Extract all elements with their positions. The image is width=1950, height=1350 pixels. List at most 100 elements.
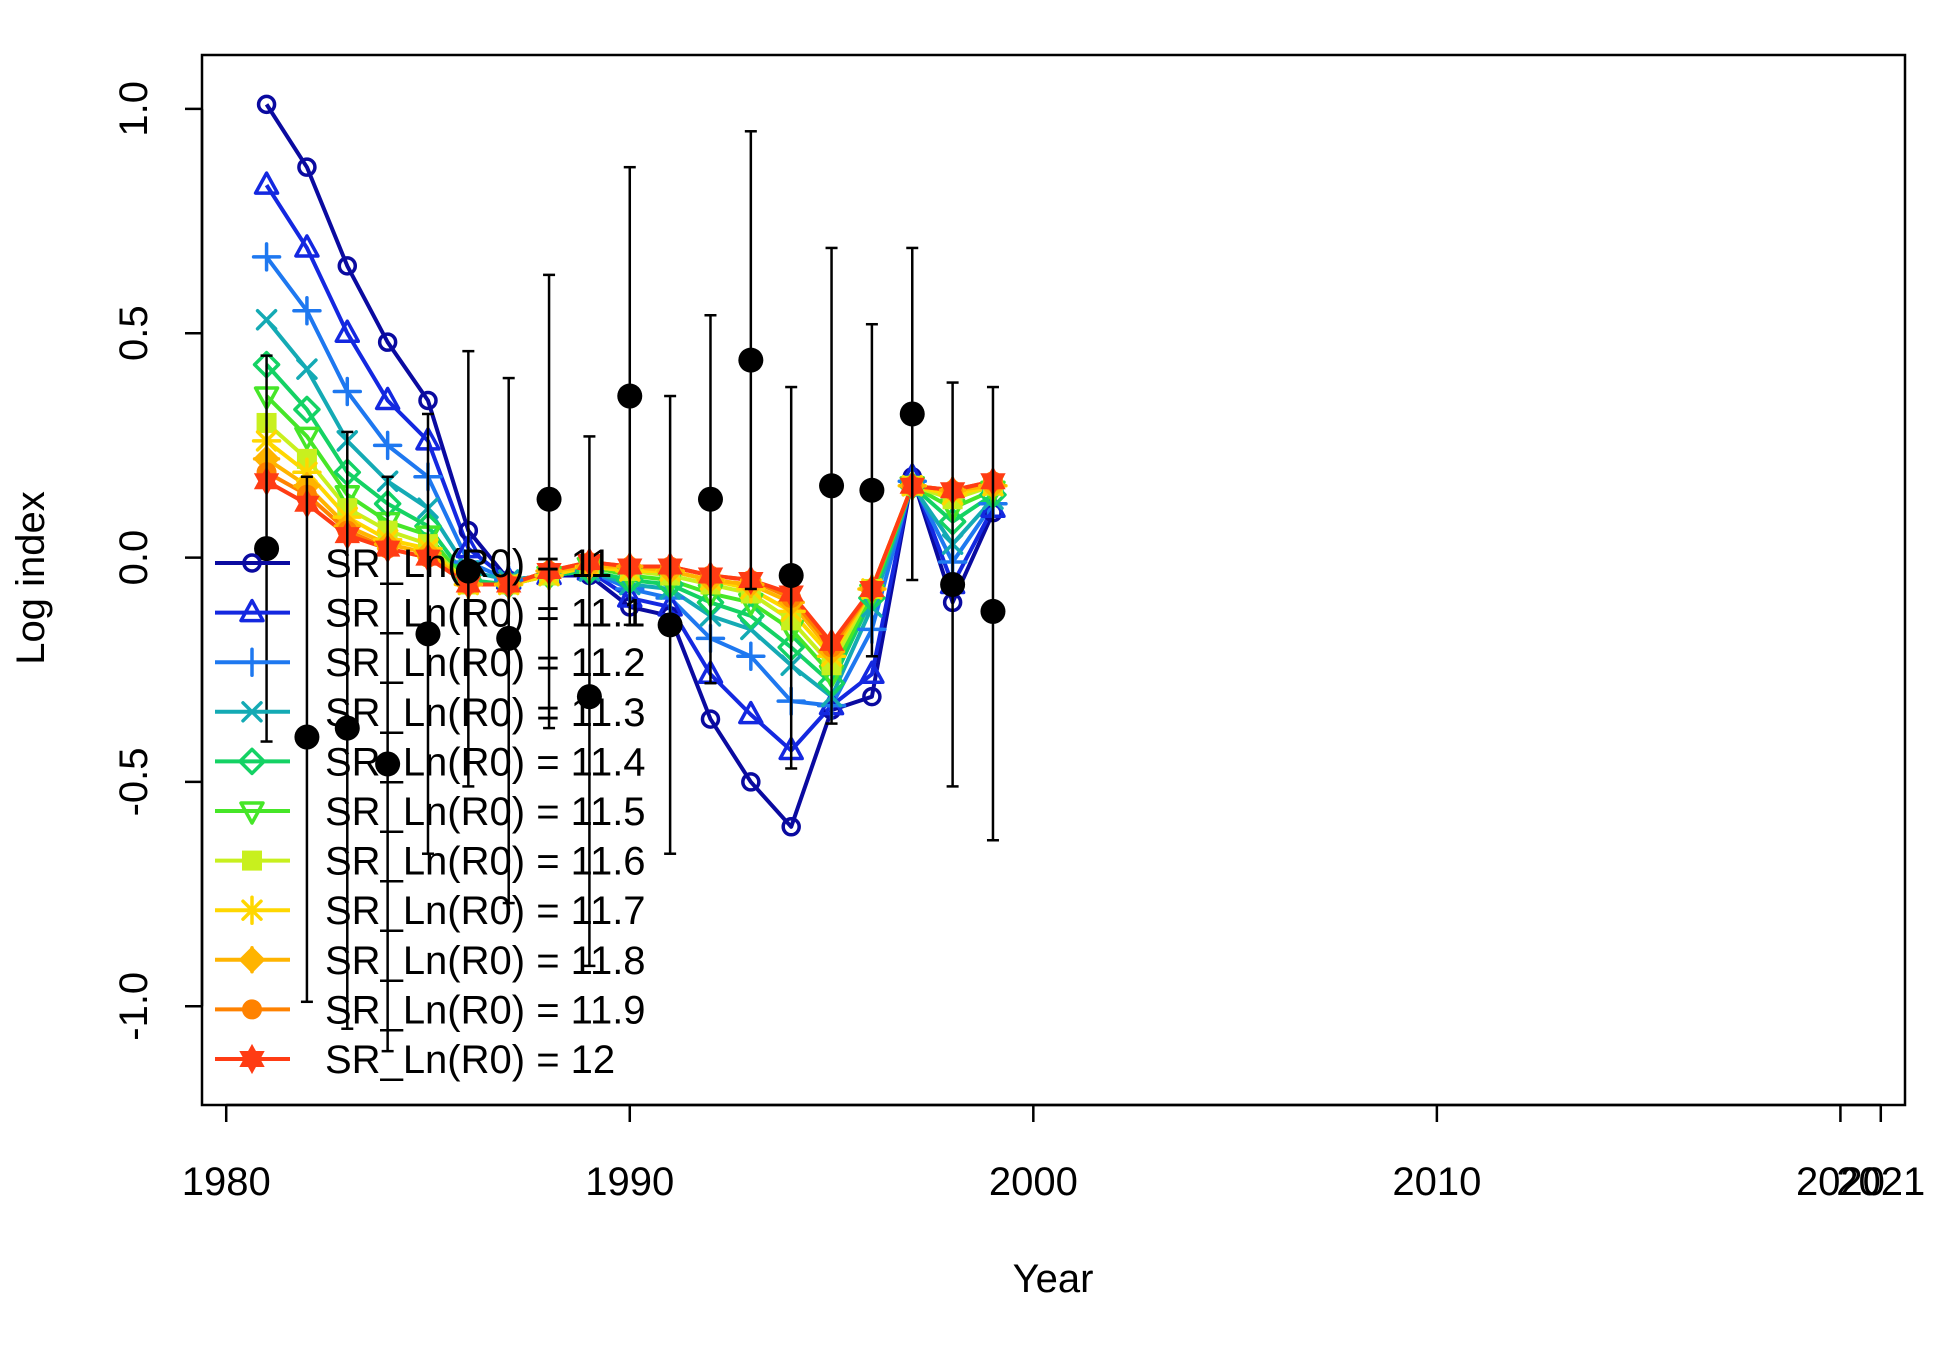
series-2-point [294, 234, 320, 258]
legend-swatch-marker-shape [242, 850, 262, 871]
legend-item-5: SR_Ln(R0) = 11.4 [215, 740, 646, 784]
legend-label: SR_Ln(R0) = 11.5 [325, 790, 646, 834]
observed-point [455, 558, 481, 584]
x-tick-label: 2000 [989, 1160, 1078, 1204]
observed-point [819, 473, 845, 499]
x-axis-title: Year [1013, 1257, 1094, 1301]
legend-swatch-marker-stroke [241, 899, 263, 921]
series-2-point [253, 171, 280, 195]
legend-label: SR_Ln(R0) = 11 [325, 542, 612, 586]
series-4-point-stroke [255, 308, 278, 331]
legend-item-2: SR_Ln(R0) = 11.1 [215, 592, 646, 636]
legend-label: SR_Ln(R0) = 11.9 [325, 988, 646, 1032]
series-6-point [294, 426, 320, 451]
series-2-point [738, 700, 764, 725]
series-2-point-shape [253, 171, 280, 195]
series-1-point-shape [256, 94, 277, 115]
series-2-point-shape [294, 234, 320, 258]
observed-point [940, 571, 966, 597]
observed-point [859, 477, 885, 503]
series-1-point [377, 332, 398, 352]
series-1-point-shape [337, 256, 358, 276]
legend-swatch-marker [237, 647, 267, 677]
series-2-point-shape [859, 660, 885, 684]
observed-point [294, 724, 320, 750]
series-1-point [862, 686, 882, 707]
series-2-point-shape [738, 700, 764, 725]
observed-point [375, 751, 401, 777]
series-5-point [737, 602, 765, 630]
series-5-point-shape [737, 602, 765, 630]
observed-point [254, 536, 280, 562]
legend-item-7: SR_Ln(R0) = 11.6 [215, 840, 646, 884]
series-6-point-shape [294, 426, 320, 451]
legend-swatch-marker [242, 553, 262, 573]
legend-swatch-marker-shape [242, 553, 262, 573]
observed-point [576, 684, 602, 710]
legend-swatch-marker [241, 701, 263, 723]
series-3-point [332, 376, 363, 407]
series-1-point-shape [781, 817, 801, 837]
y-axis-title: Log index [9, 491, 53, 664]
y-tick-label: 0.0 [112, 530, 156, 586]
series-2-point-shape [374, 386, 401, 411]
legend-item-6: SR_Ln(R0) = 11.5 [215, 790, 646, 834]
legend-label: SR_Ln(R0) = 12 [325, 1038, 615, 1082]
x-tick-label: 2020 [1796, 1160, 1885, 1204]
legend-swatch-marker-shape [242, 999, 262, 1020]
legend-label: SR_Ln(R0) = 11.2 [325, 641, 646, 685]
legend-swatch-marker [238, 946, 266, 974]
series-1-point [297, 157, 317, 177]
legend-swatch-marker [239, 801, 265, 825]
series-1-point-shape [700, 709, 721, 729]
series-1-point [781, 817, 801, 837]
legend-swatch-marker-shape [238, 747, 266, 776]
series-1-point-shape [741, 772, 761, 792]
series-4-point-stroke [296, 358, 318, 380]
series-1-point [700, 709, 721, 729]
legend-item-3: SR_Ln(R0) = 11.2 [215, 641, 646, 685]
legend-swatch-marker [237, 895, 267, 925]
legend-item-10: SR_Ln(R0) = 11.9 [215, 988, 646, 1032]
observed-point [778, 563, 804, 589]
series-1-point [418, 390, 438, 411]
series-2-point-shape [334, 319, 361, 343]
observed-point [657, 612, 683, 638]
series-3-point [251, 242, 282, 272]
observed-point [899, 401, 925, 427]
legend-swatch-marker [242, 999, 262, 1020]
observed-point [496, 625, 522, 651]
series-1-point-shape [377, 332, 398, 352]
series-1-point [337, 256, 358, 276]
legend: SR_Ln(R0) = 11 SR_Ln(R0) = 11.1 SR_Ln(R0) … [215, 542, 646, 1082]
observed-point [738, 347, 764, 373]
legend-label: SR_Ln(R0) = 11.8 [325, 939, 646, 983]
series-1-point-shape [862, 686, 882, 707]
series-3-point [292, 296, 322, 326]
x-tick-label: 2010 [1392, 1160, 1481, 1204]
legend-item-4: SR_Ln(R0) = 11.3 [215, 691, 646, 735]
legend-swatch-marker [242, 850, 262, 871]
legend-item-1: SR_Ln(R0) = 11 [215, 542, 612, 586]
legend-swatch-marker-shape-down [239, 1051, 265, 1075]
legend-label: SR_Ln(R0) = 11.3 [325, 691, 646, 735]
observed-point [334, 715, 360, 741]
observed-point [415, 621, 441, 647]
y-axis: 1.0 0.5 0.0 -0.5 -1.0 [112, 81, 204, 1041]
legend-item-11: SR_Ln(R0) = 12 [215, 1038, 615, 1082]
y-tick-label: 1.0 [112, 81, 156, 137]
y-tick-label: -1.0 [112, 972, 156, 1041]
legend-swatch-marker [239, 1043, 265, 1075]
x-tick-label: 1980 [182, 1160, 271, 1204]
observed-point [980, 598, 1006, 624]
series-3-point [736, 641, 766, 672]
series-1-point [741, 772, 761, 792]
observed-point [617, 383, 643, 409]
observed-data [254, 130, 1006, 1053]
legend-swatch-marker-stroke [241, 701, 263, 723]
series-3-point [372, 430, 403, 461]
legend-swatch-marker-shape [239, 598, 265, 623]
legend-label: SR_Ln(R0) = 11.7 [325, 889, 646, 933]
legend-swatch-marker [239, 598, 265, 623]
